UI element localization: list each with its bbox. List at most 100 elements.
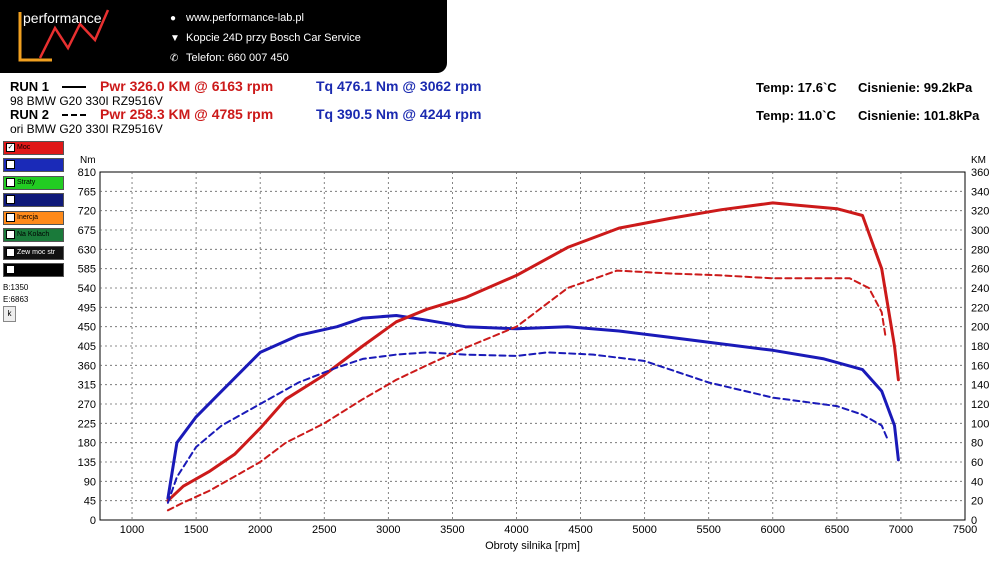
phone-row: ✆ Telefon: 660 007 450 (170, 52, 289, 64)
x-tick-label: 1500 (184, 524, 208, 536)
legend-toggle-inercja[interactable]: Inercja (3, 211, 64, 225)
address-text: Kopcie 24D przy Bosch Car Service (186, 32, 361, 44)
e-value: E:6863 (3, 295, 29, 304)
x-tick-label: 3000 (376, 524, 400, 536)
y-left-tick-label: 315 (78, 380, 96, 392)
phone-icon: ✆ (170, 53, 179, 64)
website-row: ● www.performance-lab.pl (170, 12, 304, 24)
legend-label-na-kolach: Na Kolach (17, 231, 50, 238)
header-banner: performance ● www.performance-lab.pl ▼ Kop… (0, 0, 447, 73)
website-text: www.performance-lab.pl (186, 12, 304, 24)
y-right-tick-label: 80 (971, 438, 983, 450)
y-right-tick-label: 0 (971, 515, 977, 527)
y-left-tick-label: 630 (78, 244, 96, 256)
y-left-tick-label: 180 (78, 438, 96, 450)
y-right-tick-label: 20 (971, 496, 983, 508)
x-tick-label: 3500 (440, 524, 464, 536)
checkbox-zew-moc[interactable]: ✓ (6, 247, 15, 257)
legend-label-moc: Moc (17, 144, 31, 151)
y-right-tick-label: 140 (971, 380, 989, 392)
x-tick-label: 6500 (825, 524, 849, 536)
series-line-1 (166, 201, 900, 503)
b-value: B:1350 (3, 283, 29, 292)
y-left-tick-label: 405 (78, 341, 96, 353)
legend-toggle-moc[interactable]: ✓ Moc (3, 141, 64, 155)
run1-temp: Temp: 17.6`C (756, 80, 837, 95)
run1-power: Pwr 326.0 KM @ 6163 rpm (100, 78, 274, 94)
phone-text: Telefon: 660 007 450 (186, 52, 289, 64)
y-left-tick-label: 765 (78, 186, 96, 198)
legend-toggle-dark-blue[interactable] (3, 193, 64, 207)
run2-torque: Tq 390.5 Nm @ 4244 rpm (316, 106, 482, 122)
checkbox-torque[interactable]: ✓ (6, 159, 15, 169)
run2-line-swatch (62, 114, 86, 116)
legend-toggle-straty[interactable]: Straty (3, 176, 64, 190)
x-tick-label: 7500 (953, 524, 977, 536)
y-right-tick-label: 100 (971, 418, 989, 430)
logo-graphic (18, 9, 110, 62)
y-left-tick-label: 270 (78, 399, 96, 411)
run1-label: RUN 1 (10, 79, 50, 94)
y-right-tick-label: 240 (971, 283, 989, 295)
y-left-tick-label: 810 (78, 167, 96, 179)
y-left-tick-label: 90 (84, 476, 96, 488)
k-button[interactable]: k (3, 306, 16, 322)
y-right-axis-label: KM (971, 155, 986, 166)
y-right-tick-label: 120 (971, 399, 989, 411)
x-tick-label: 4000 (504, 524, 528, 536)
y-right-tick-label: 260 (971, 264, 989, 276)
legend-toggle-zew-moc[interactable]: ✓ Zew moc str (3, 246, 64, 260)
checkbox-inercja[interactable] (6, 212, 15, 222)
y-left-tick-label: 225 (78, 418, 96, 430)
legend-toggle-na-kolach[interactable]: Na Kolach (3, 228, 64, 242)
run2-label: RUN 2 (10, 107, 50, 122)
legend-toggle-black[interactable] (3, 263, 64, 277)
y-left-tick-label: 675 (78, 225, 96, 237)
legend-label-inercja: Inercja (17, 214, 39, 221)
y-left-tick-label: 0 (90, 515, 96, 527)
series-line-2 (166, 351, 890, 504)
y-right-tick-label: 360 (971, 167, 989, 179)
address-row: ▼ Kopcie 24D przy Bosch Car Service (170, 32, 361, 44)
legend-label-straty: Straty (17, 179, 36, 186)
x-tick-label: 4500 (568, 524, 592, 536)
y-left-tick-label: 585 (78, 264, 96, 276)
x-tick-label: 2000 (248, 524, 272, 536)
y-right-tick-label: 180 (971, 341, 989, 353)
x-tick-label: 1000 (120, 524, 144, 536)
x-axis-label: Obroty silnika [rpm] (485, 540, 580, 552)
location-pin-icon: ▼ (170, 33, 180, 44)
y-right-tick-label: 160 (971, 360, 989, 372)
y-left-tick-label: 450 (78, 322, 96, 334)
y-left-tick-label: 135 (78, 457, 96, 469)
checkbox-black[interactable] (6, 264, 15, 274)
y-left-tick-label: 495 (78, 302, 96, 314)
run1-pressure: Cisnienie: 99.2kPa (858, 80, 973, 95)
y-right-tick-label: 300 (971, 225, 989, 237)
x-tick-label: 2500 (312, 524, 336, 536)
checkbox-moc[interactable]: ✓ (6, 142, 15, 152)
y-left-tick-label: 720 (78, 206, 96, 218)
checkbox-dark-blue[interactable] (6, 194, 15, 204)
checkbox-straty[interactable] (6, 177, 15, 187)
run2-power: Pwr 258.3 KM @ 4785 rpm (100, 106, 274, 122)
y-left-tick-label: 45 (84, 496, 96, 508)
y-left-axis-label: Nm (80, 155, 96, 166)
x-tick-label: 5500 (696, 524, 720, 536)
legend-toggle-torque[interactable]: ✓ (3, 158, 64, 172)
run2-temp: Temp: 11.0`C (756, 108, 836, 123)
run2-pressure: Cisnienie: 101.8kPa (858, 108, 980, 123)
x-tick-label: 5000 (632, 524, 656, 536)
globe-icon: ● (170, 13, 177, 24)
y-left-tick-label: 360 (78, 360, 96, 372)
logo-text: performance (23, 10, 102, 26)
series-line-0 (166, 314, 900, 500)
x-tick-label: 7000 (889, 524, 913, 536)
series-line-3 (166, 269, 887, 512)
legend-label-zew-moc: Zew moc str (17, 249, 56, 256)
y-left-tick-label: 540 (78, 283, 96, 295)
y-right-tick-label: 320 (971, 206, 989, 218)
checkbox-na-kolach[interactable] (6, 229, 15, 239)
y-right-tick-label: 40 (971, 476, 983, 488)
